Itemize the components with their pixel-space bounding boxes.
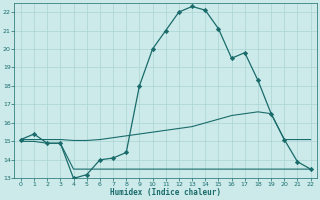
X-axis label: Humidex (Indice chaleur): Humidex (Indice chaleur) [110,188,221,197]
